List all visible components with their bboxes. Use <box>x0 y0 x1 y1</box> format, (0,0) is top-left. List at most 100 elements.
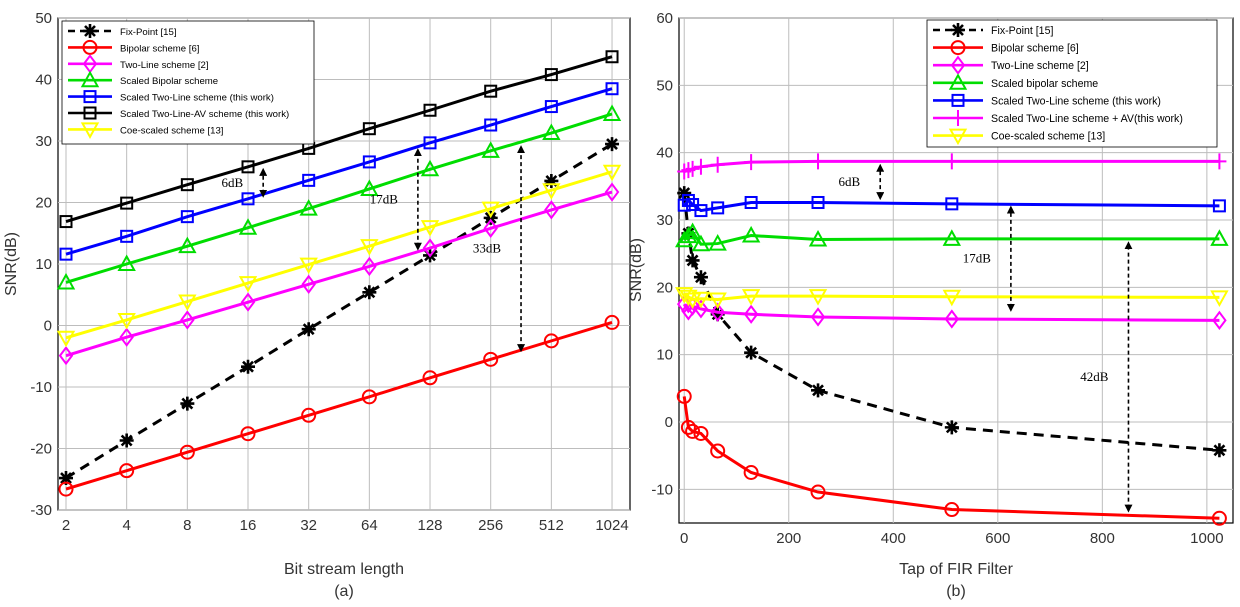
x-tick-label: 800 <box>1090 530 1115 547</box>
x-tick-label: 0 <box>680 530 688 547</box>
data-point <box>710 156 725 173</box>
series-scaled-two-line-av-scheme-this-work <box>59 50 619 229</box>
legend-item-coe-scaled-scheme-13: Coe-scaled scheme [13] <box>68 122 223 139</box>
data-point <box>59 471 73 486</box>
legend-label: Scaled Two-Line scheme (this work) <box>120 93 274 104</box>
data-point <box>178 236 197 254</box>
annotation-label: 33dB <box>473 241 502 256</box>
x-tick-label: 4 <box>122 517 130 534</box>
legend-item-bipolar-scheme-6: Bipolar scheme [6] <box>68 39 199 55</box>
data-point <box>1211 510 1227 526</box>
x-tick-label: 200 <box>776 530 801 547</box>
x-tick-label: 1024 <box>595 517 628 534</box>
legend-swatch-marker <box>80 122 100 139</box>
legend-item-scaled-bipolar-scheme: Scaled Bipolar scheme <box>68 70 218 88</box>
data-point <box>59 247 73 261</box>
y-tick-label: 10 <box>656 347 673 364</box>
data-point <box>605 50 619 64</box>
data-point <box>743 465 759 480</box>
data-point <box>810 307 826 327</box>
data-point <box>677 186 692 201</box>
series-line <box>65 112 613 284</box>
legend-swatch-marker <box>83 106 97 120</box>
data-point <box>1212 153 1227 170</box>
data-point <box>119 463 135 479</box>
data-point <box>741 289 761 306</box>
data-point <box>693 299 709 319</box>
y-tick-label: 50 <box>35 10 52 27</box>
legend-swatch-marker <box>951 110 965 126</box>
legend-label: Two-Line scheme [2] <box>991 60 1089 72</box>
data-point <box>811 383 826 398</box>
data-point <box>420 220 440 237</box>
data-point <box>944 153 959 170</box>
y-tick-label: 50 <box>656 77 673 94</box>
legend-label: Bipolar scheme [6] <box>991 43 1079 55</box>
data-point <box>602 104 622 121</box>
series-layer-a <box>56 50 622 497</box>
data-point <box>238 218 258 235</box>
annotation-label: 17dB <box>370 191 399 206</box>
legend-swatch-marker <box>950 55 966 75</box>
data-point <box>945 197 959 211</box>
data-point <box>708 234 727 251</box>
data-point <box>811 153 826 170</box>
legend-swatch-marker <box>82 39 98 55</box>
legend-item-bipolar-scheme-6: Bipolar scheme [6] <box>933 40 1079 56</box>
data-point <box>483 218 498 238</box>
series-scaled-bipolar-scheme <box>56 104 622 290</box>
panel-label-a: (a) <box>334 583 354 600</box>
data-point <box>811 195 825 209</box>
x-axis-label-a: Bit stream length <box>284 561 404 578</box>
data-point <box>120 229 134 243</box>
data-point <box>544 100 558 114</box>
data-point <box>810 484 826 500</box>
legend-label: Scaled bipolar scheme <box>991 78 1098 90</box>
y-tick-label: 30 <box>35 133 52 150</box>
data-point <box>56 272 76 290</box>
data-point <box>56 330 76 348</box>
x-tick-label: 16 <box>240 517 257 534</box>
data-point <box>423 136 437 150</box>
y-tick-label: 20 <box>656 279 673 296</box>
data-point <box>605 137 620 152</box>
x-tick-label: 2 <box>62 517 70 534</box>
data-point <box>605 82 619 96</box>
data-point <box>361 389 377 405</box>
series-bipolar-scheme-6 <box>676 388 1227 526</box>
data-point <box>178 294 197 312</box>
ticks-a: -30 -20 -10 0 10 20 30 40 50 2 4 8 16 32 64 128 256 512 10… <box>30 10 628 534</box>
data-point <box>180 210 194 224</box>
data-point <box>744 195 758 209</box>
data-point <box>544 173 559 188</box>
data-point <box>117 312 136 330</box>
x-tick-label: 64 <box>361 517 378 534</box>
data-point <box>604 314 620 330</box>
data-point <box>240 426 256 442</box>
y-tick-label: 30 <box>656 212 673 229</box>
data-point <box>301 407 317 423</box>
data-point <box>241 160 255 174</box>
data-point <box>602 164 622 182</box>
data-point <box>710 307 725 322</box>
y-tick-label: 60 <box>656 10 673 27</box>
series-line <box>65 87 613 256</box>
data-point <box>544 68 558 82</box>
annotation-label: 17dB <box>963 251 992 266</box>
data-point <box>1212 199 1226 213</box>
legend-swatch-marker <box>948 128 968 146</box>
data-point <box>484 118 498 132</box>
legend-b: Fix-Point [15] Bipolar scheme [6] Two-Line… <box>933 23 1183 146</box>
legend-swatch-marker <box>951 23 965 37</box>
data-point <box>710 443 726 459</box>
legend-a: Fix-Point [15] Bipolar scheme [6] Two-Line… <box>68 24 289 139</box>
legend-item-scaled-two-line-scheme-this-work: Scaled Two-Line scheme (this work) <box>933 93 1161 107</box>
data-point <box>301 322 316 337</box>
data-point <box>240 292 256 312</box>
data-point <box>362 256 377 277</box>
legend-label: Two-Line scheme [2] <box>120 60 209 71</box>
legend-swatch-marker <box>948 73 968 90</box>
data-point <box>942 229 962 246</box>
series-line <box>682 396 1220 520</box>
